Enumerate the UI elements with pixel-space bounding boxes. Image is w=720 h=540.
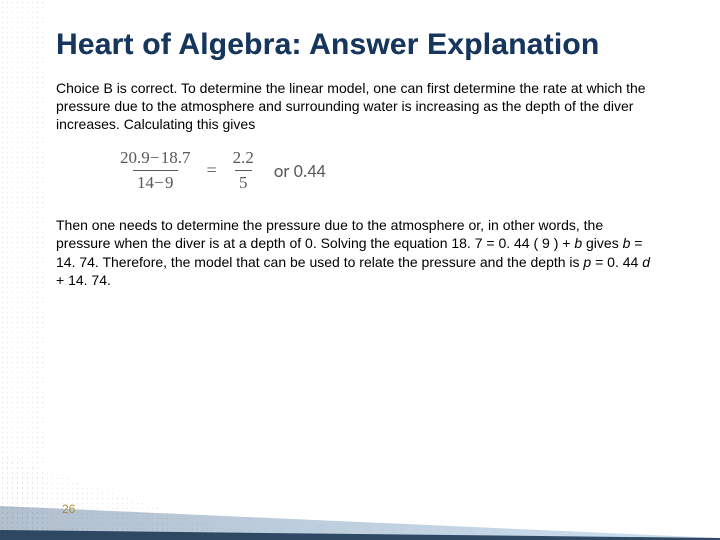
slide-content: Heart of Algebra: Answer Explanation Cho…: [56, 28, 686, 520]
p2-c: gives: [582, 235, 622, 251]
p2-a: Then one needs to determine the pressure…: [56, 217, 603, 251]
fraction-right-denominator: 5: [235, 170, 252, 193]
fraction-left-numerator: 20.9− 18.7: [116, 148, 195, 170]
fraction-left-denominator: 14− 9: [133, 170, 178, 193]
p2-b: b: [574, 235, 582, 251]
p2-e: = 0. 44: [591, 254, 642, 270]
p2-dv: d: [642, 254, 650, 270]
p2-f: + 14. 74.: [56, 272, 111, 288]
paragraph-2: Then one needs to determine the pressure…: [56, 216, 656, 290]
page-number: 26: [62, 502, 75, 516]
slide-title: Heart of Algebra: Answer Explanation: [56, 28, 686, 63]
paragraph-1: Choice B is correct. To determine the li…: [56, 79, 656, 134]
fraction-right-numerator: 2.2: [229, 148, 258, 170]
fraction-right: 2.2 5: [229, 148, 258, 194]
rate-equation: 20.9− 18.7 14− 9 = 2.2 5 or 0.44: [116, 148, 686, 194]
equals-sign: =: [207, 160, 217, 181]
fraction-left: 20.9− 18.7 14− 9: [116, 148, 195, 194]
left-dotted-decoration: [0, 0, 46, 540]
or-result: or 0.44: [274, 160, 326, 182]
